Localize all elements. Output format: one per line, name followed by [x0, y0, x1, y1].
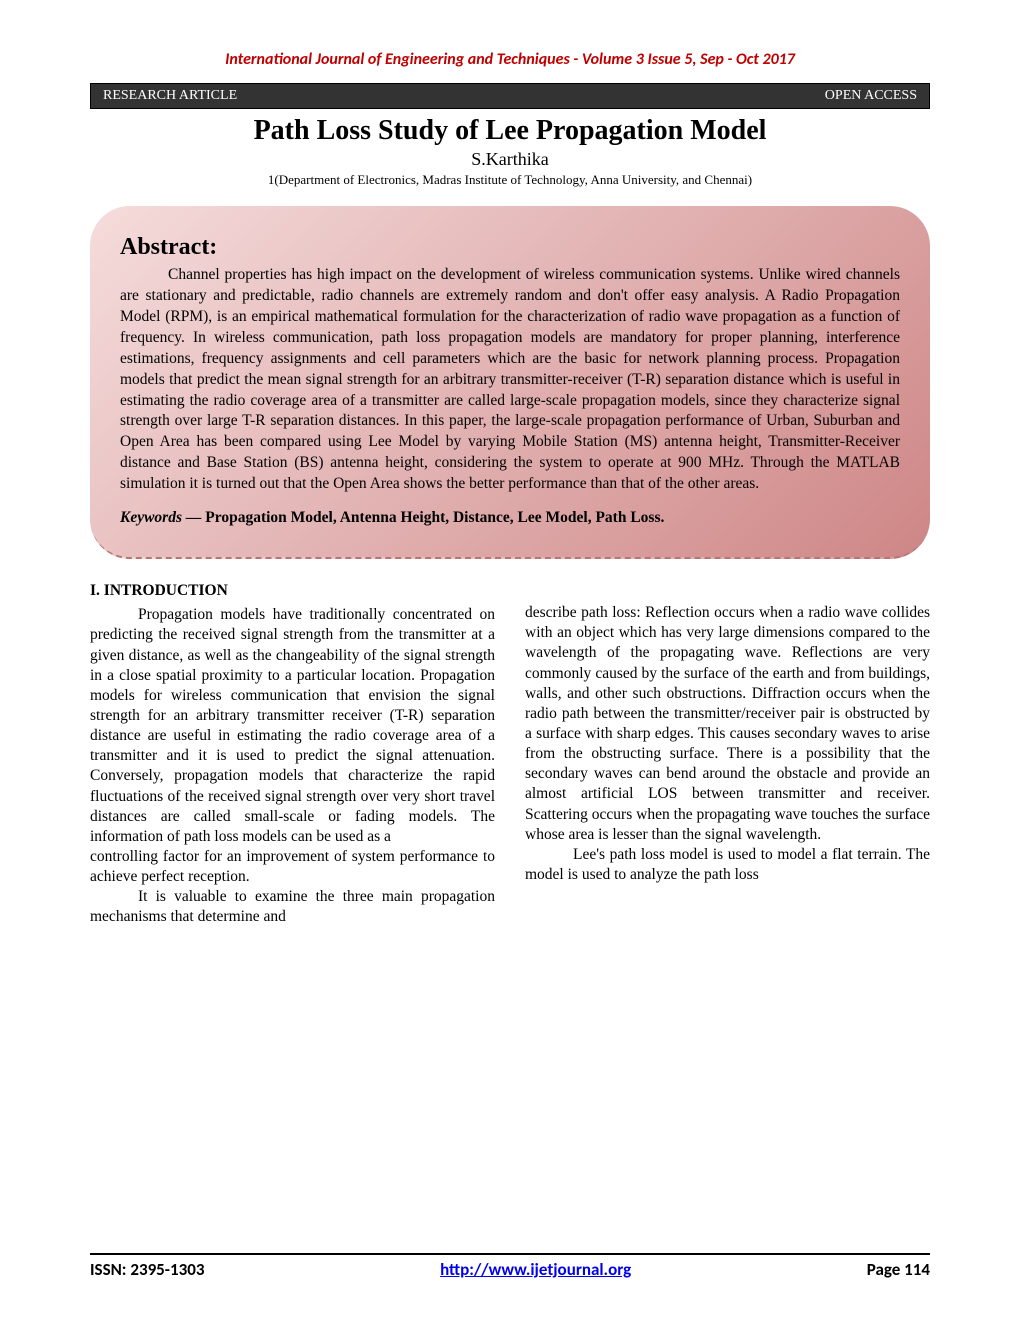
article-banner: RESEARCH ARTICLE OPEN ACCESS — [90, 83, 930, 109]
paragraph: describe path loss: Reflection occurs wh… — [525, 603, 930, 845]
paragraph: Propagation models have traditionally co… — [90, 605, 495, 847]
column-right: describe path loss: Reflection occurs wh… — [525, 581, 930, 927]
body-columns: I. INTRODUCTION Propagation models have … — [90, 581, 930, 927]
paragraph: It is valuable to examine the three main… — [90, 887, 495, 927]
abstract-heading: Abstract: — [120, 234, 900, 261]
journal-header: International Journal of Engineering and… — [90, 50, 930, 69]
issn: ISSN: 2395-1303 — [90, 1259, 204, 1280]
banner-left: RESEARCH ARTICLE — [103, 88, 237, 104]
journal-url[interactable]: http://www.ijetjournal.org — [440, 1259, 631, 1280]
paragraph: controlling factor for an improvement of… — [90, 847, 495, 887]
page-number: Page 114 — [867, 1259, 930, 1280]
author-name: S.Karthika — [90, 149, 930, 170]
abstract-text: Channel properties has high impact on th… — [120, 265, 900, 495]
keywords-text: Propagation Model, Antenna Height, Dista… — [201, 509, 664, 526]
paragraph: Lee's path loss model is used to model a… — [525, 845, 930, 885]
section-heading: I. INTRODUCTION — [90, 581, 495, 601]
paper-title: Path Loss Study of Lee Propagation Model — [90, 115, 930, 147]
affiliation: 1(Department of Electronics, Madras Inst… — [90, 172, 930, 188]
abstract-box: Abstract: Channel properties has high im… — [90, 206, 930, 559]
banner-right: OPEN ACCESS — [825, 88, 917, 104]
keywords: Keywords — Propagation Model, Antenna He… — [120, 509, 900, 527]
keywords-label: Keywords — — [120, 509, 201, 526]
page-footer: ISSN: 2395-1303 http://www.ijetjournal.o… — [90, 1253, 930, 1280]
column-left: I. INTRODUCTION Propagation models have … — [90, 581, 495, 927]
